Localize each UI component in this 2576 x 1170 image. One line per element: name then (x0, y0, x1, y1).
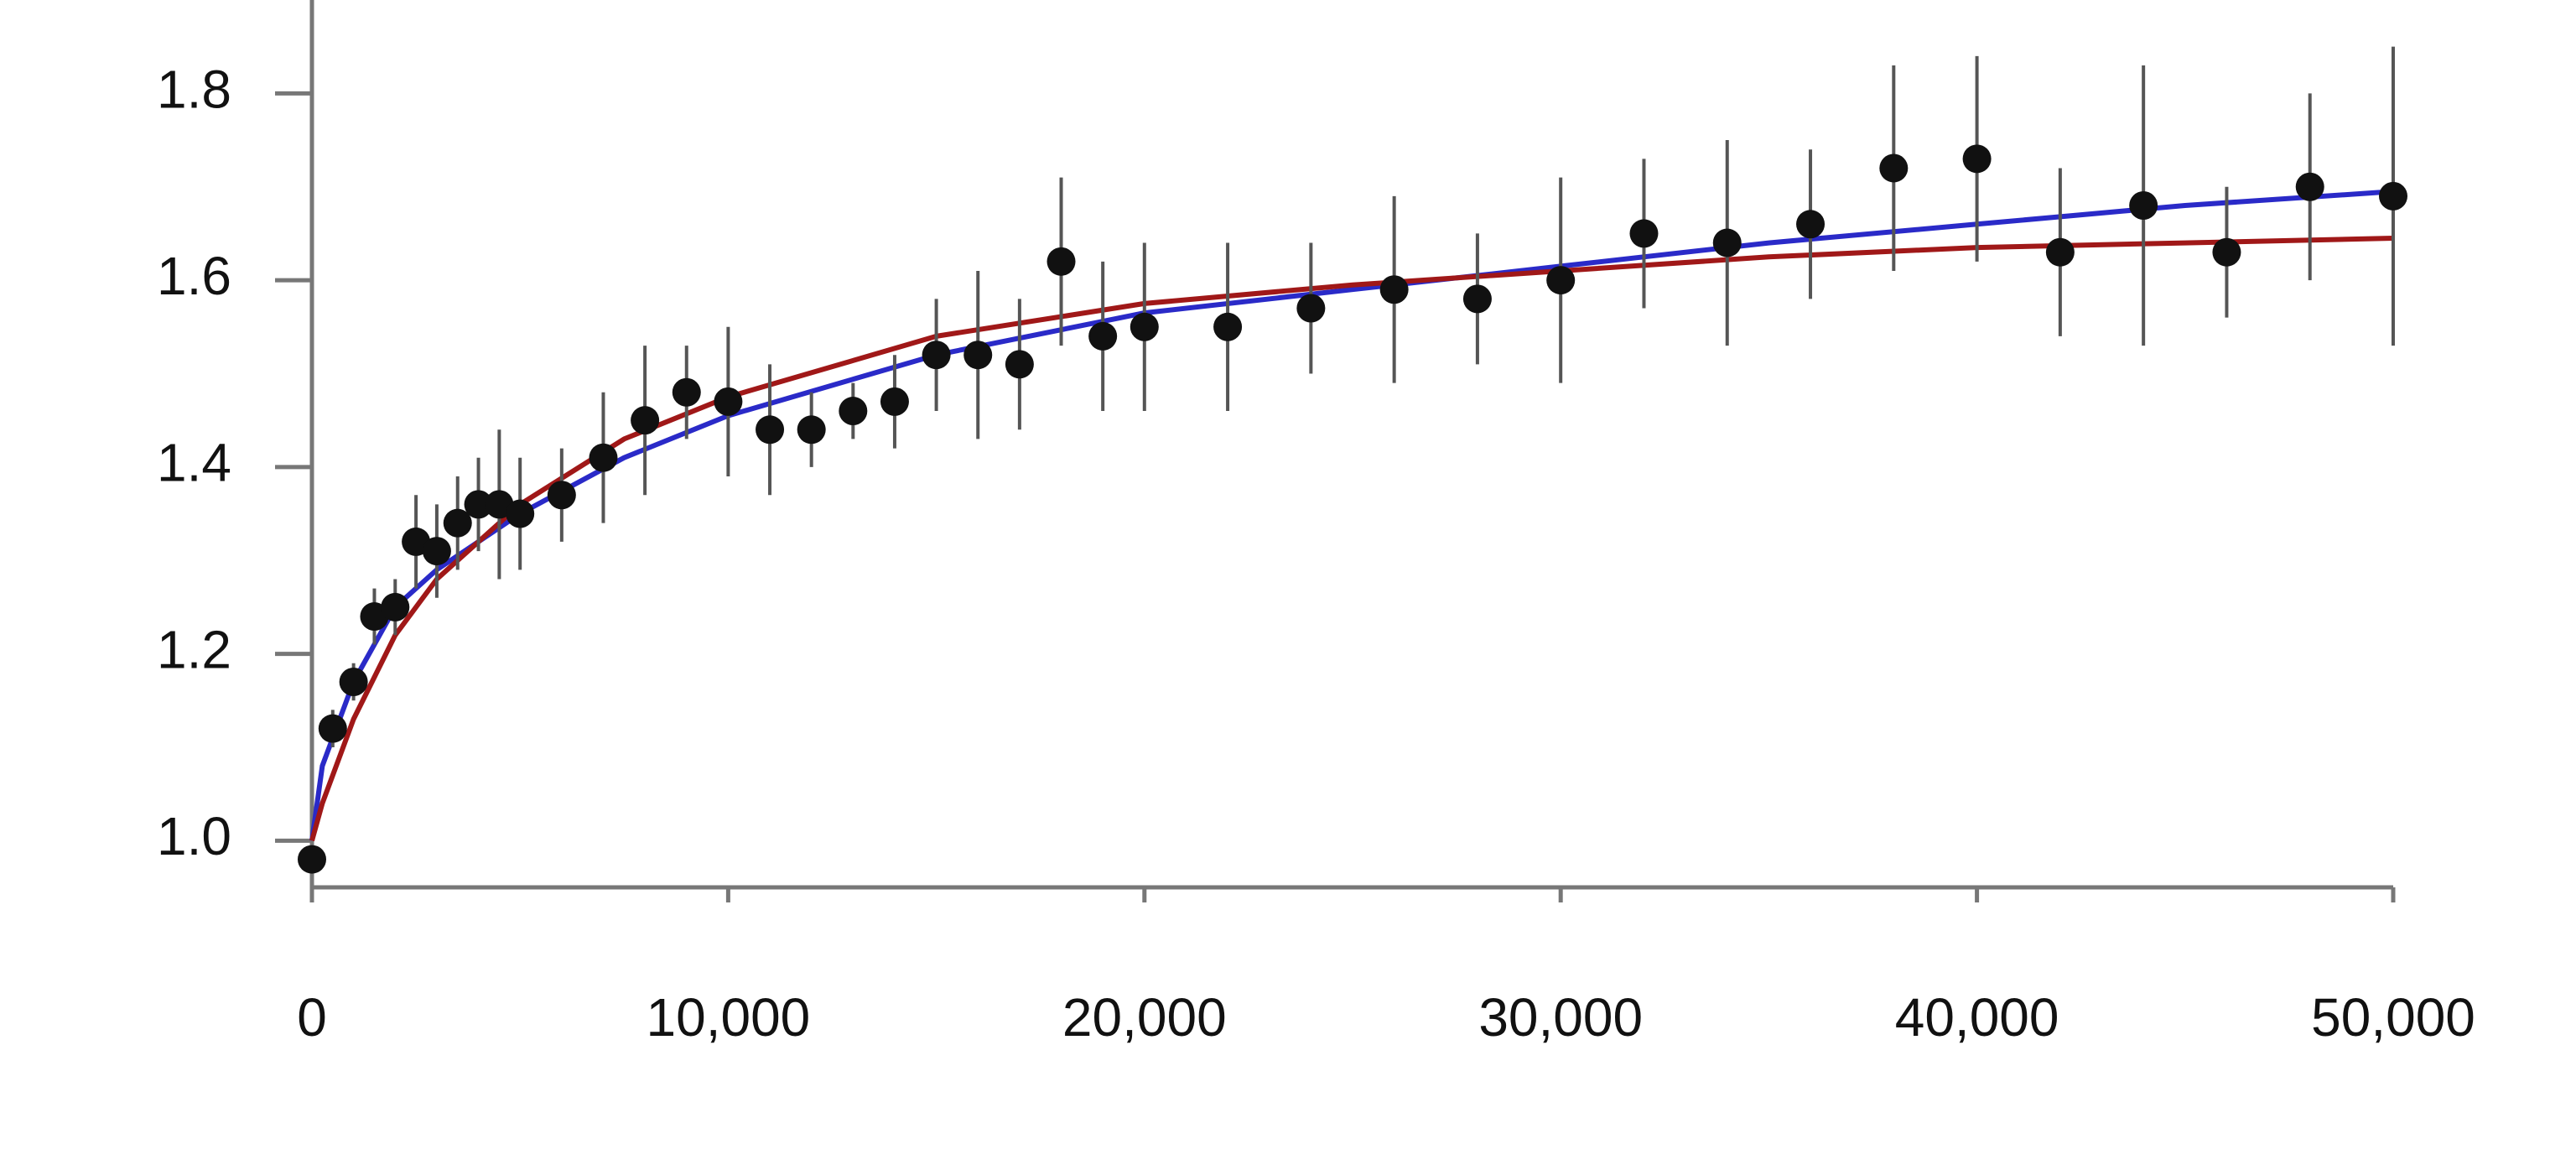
data-point (339, 667, 368, 696)
x-tick-label: 30,000 (1478, 987, 1643, 1048)
fit-curve (309, 236, 2394, 842)
data-point (298, 845, 326, 874)
data-point (922, 341, 951, 370)
x-tick-label: 50,000 (2311, 987, 2475, 1048)
data-point (1462, 284, 1492, 314)
data-point (2212, 237, 2241, 267)
data-point (1088, 321, 1118, 351)
axes: 1.0 1.2 1.4 1.6 1.8 0 10,000 20,000 30,000 40,000… (157, 0, 2475, 1048)
y-tick-label: 1.2 (157, 619, 231, 679)
data-point (506, 499, 535, 528)
data-point (1796, 210, 1826, 239)
data-point (672, 377, 701, 407)
data-point (1546, 266, 1576, 295)
data-point (1046, 247, 1076, 276)
data-point (1879, 153, 1909, 183)
data-point (589, 443, 618, 472)
data-point (839, 397, 868, 426)
data-point (1712, 228, 1742, 257)
data-point (756, 415, 785, 445)
y-tick-label: 1.8 (157, 59, 231, 119)
data-point (1005, 350, 1034, 379)
data-point (963, 341, 993, 370)
x-tick-label: 20,000 (1062, 987, 1227, 1048)
data-point (714, 387, 743, 416)
data-point (422, 537, 451, 566)
data-point (631, 406, 660, 435)
data-point (1629, 219, 1659, 248)
data-point (381, 592, 410, 621)
data-point (2045, 237, 2075, 267)
data-point (2295, 172, 2324, 201)
data-point (318, 714, 347, 743)
data-point (464, 490, 493, 519)
fit-curve (309, 189, 2394, 841)
y-tick-label: 1.6 (157, 246, 231, 306)
curves (309, 189, 2394, 842)
data-point (1379, 275, 1409, 304)
data-point (2129, 191, 2158, 221)
x-tick-label: 0 (297, 987, 327, 1048)
y-tick-label: 1.4 (157, 433, 231, 493)
data-point (797, 415, 826, 445)
data-point (443, 508, 472, 538)
y-tick-label: 1.0 (157, 806, 231, 866)
data-point (1130, 312, 1159, 341)
data-point (1213, 312, 1243, 341)
x-tick-label: 40,000 (1895, 987, 2059, 1048)
data-point (1296, 294, 1326, 323)
points (298, 46, 2407, 874)
data-point (1962, 144, 1992, 174)
data-point (547, 481, 576, 510)
data-point (880, 387, 909, 416)
data-point (2379, 181, 2407, 211)
x-tick-label: 10,000 (647, 987, 811, 1048)
